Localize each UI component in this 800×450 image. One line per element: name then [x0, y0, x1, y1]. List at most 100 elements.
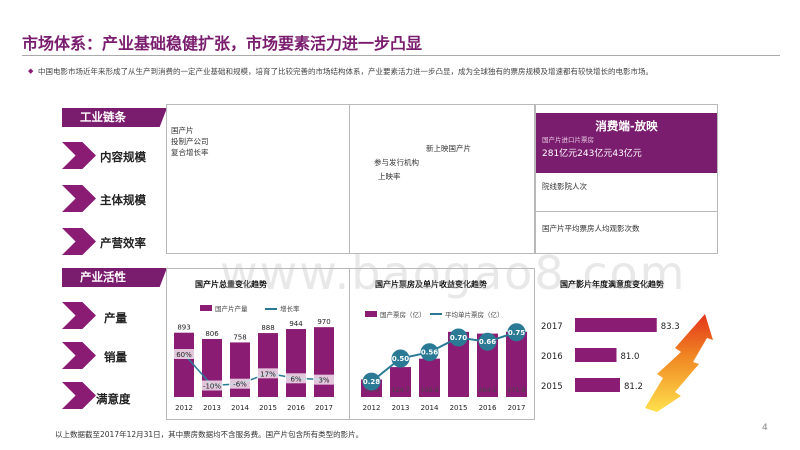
avg-label: 0.70 — [450, 334, 467, 342]
bar-2015 — [448, 331, 469, 397]
chart2-title: 国产片票房及单片收益变化趋势 — [375, 280, 487, 289]
growth-label-bg — [285, 373, 307, 384]
consumption-row3: 国产片平均票房人均观影次数 — [542, 224, 640, 233]
row-label-content-scale: 内容规模 — [100, 150, 146, 164]
x-tick-label: 2015 — [259, 404, 277, 412]
bar-2015 — [258, 333, 278, 397]
chart2-legend-bars: 国产票房（亿） — [380, 311, 426, 319]
avg-label: 0.66 — [479, 338, 496, 346]
avg-label: 0.56 — [421, 349, 438, 357]
growth-label: 6% — [290, 375, 301, 383]
bar-value-label: 81.0 — [621, 352, 640, 362]
production-panel: 国产片 投制产公司 复合增长率 — [166, 104, 350, 254]
diamond-bullet-icon: ◆ — [28, 67, 34, 75]
x-tick-label: 2012 — [363, 404, 381, 412]
consumption-row2: 院线影院人次 — [542, 182, 587, 191]
footnote: 以上数据截至2017年12月31日，其中票房数据均不含服务费。国产片包含所有类型… — [55, 430, 364, 439]
growth-label: 3% — [318, 377, 329, 385]
y-tick-label: 2017 — [541, 322, 563, 332]
chevron-right-icon — [62, 228, 96, 255]
chart3-title: 国产影片年度满意度变化趋势 — [560, 280, 664, 289]
consumption-header: 消费端-放映 — [595, 119, 658, 133]
x-tick-label: 2017 — [315, 404, 333, 412]
bar-value-label: 893 — [177, 324, 190, 332]
avg-label: 0.50 — [392, 355, 409, 363]
title-divider — [22, 55, 780, 56]
growth-label-bg — [257, 368, 279, 379]
consumption-panel: 消费端-放映 国产片进口片票房 281亿元243亿元43亿元 院线影院人次 国产… — [535, 104, 718, 254]
chevron-right-icon — [62, 185, 96, 212]
chevron-right-icon — [62, 142, 96, 169]
consumption-row1-label: 国产片进口片票房 — [542, 136, 594, 144]
bar-value-label: 83.3 — [661, 322, 680, 332]
x-tick-label: 2016 — [287, 404, 305, 412]
intro-paragraph: 中国电影市场近年来形成了从生产到消费的一定产业基础和规模，培育了比较完善的市场结… — [38, 67, 653, 76]
bar-2012 — [174, 332, 194, 397]
chart2-legend-line: 平均单片票房（亿） — [445, 311, 504, 319]
bar-2014 — [419, 358, 440, 397]
page-title: 市场体系：产业基础稳健扩张，市场要素活力进一步凸显 — [22, 34, 423, 53]
consumption-divider — [536, 211, 717, 212]
growth-arrow-icon — [645, 314, 713, 412]
bar-2017 — [575, 318, 657, 332]
panel-left-line3: 复合增长率 — [171, 148, 209, 157]
distribution-panel: 新上映国产片 参与发行机构 上映率 — [349, 104, 535, 254]
bar-value-label: 159.8 — [420, 386, 439, 394]
x-tick-label: 2015 — [450, 404, 468, 412]
row-label-entity-scale: 主体规模 — [100, 193, 146, 207]
bar-value-label: 81.2 — [624, 382, 643, 392]
x-tick-label: 2014 — [421, 404, 439, 412]
growth-label: 60% — [176, 351, 192, 359]
x-tick-label: 2012 — [175, 404, 193, 412]
avg-marker — [420, 343, 439, 362]
panel-mid-line3: 上映率 — [378, 172, 401, 181]
satisfaction-chart: 2017 83.3 2016 81.0 2015 81.2 — [541, 314, 713, 412]
x-tick-label: 2016 — [479, 404, 497, 412]
x-tick-label: 2013 — [203, 404, 221, 412]
y-tick-label: 2015 — [541, 382, 563, 392]
panel-left-line1: 国产片 — [171, 126, 194, 135]
avg-label: 0.28 — [363, 378, 380, 386]
bar-value-label: 264.1 — [478, 386, 497, 394]
boxoffice-chart: 73.02012124.72013159.820142015264.120162… — [361, 323, 527, 412]
chevron-right-icon — [62, 382, 96, 409]
bar-2016 — [477, 333, 498, 397]
chevron-right-icon — [62, 342, 96, 369]
avg-marker — [507, 323, 526, 342]
avg-label: 0.75 — [508, 329, 525, 337]
consumption-row1-values: 281亿元243亿元43亿元 — [542, 149, 642, 159]
growth-label: -6% — [233, 381, 247, 389]
growth-label-bg — [201, 380, 223, 391]
bar-value-label: 271.8 — [507, 386, 526, 394]
avg-marker — [449, 328, 468, 347]
x-tick-label: 2014 — [231, 404, 249, 412]
row-label-satisfaction: 满意度 — [96, 392, 131, 406]
watermark: www.baogao8.com — [220, 246, 687, 300]
section-header-industry-vitality: 产业活性 — [62, 268, 167, 287]
x-tick-label: 2013 — [392, 404, 410, 412]
growth-label-bg — [229, 378, 251, 389]
bar-2017 — [506, 331, 527, 397]
bar-2015 — [575, 378, 620, 392]
growth-label-bg — [173, 349, 195, 359]
chart1-legend-line: 增长率 — [280, 305, 300, 313]
row-label-sales: 销量 — [104, 350, 127, 364]
bar-2016 — [575, 348, 617, 362]
bar-value-label: 944 — [289, 320, 303, 328]
growth-label: -10% — [203, 383, 221, 391]
bar-2014 — [230, 342, 250, 397]
legend-swatch-bar — [365, 311, 377, 317]
growth-label-bg — [313, 374, 335, 385]
row-label-production-efficiency: 产营效率 — [100, 236, 146, 250]
panel-left-line2: 投制产公司 — [171, 137, 209, 146]
panel-mid-line2: 参与发行机构 — [374, 158, 419, 167]
bar-value-label: 888 — [261, 324, 274, 332]
bar-2013 — [390, 367, 411, 397]
row-label-output: 产量 — [104, 311, 127, 325]
bar-value-label: 758 — [233, 333, 246, 341]
avg-marker — [391, 349, 410, 368]
legend-swatch-bar — [200, 305, 212, 311]
bar-value-label: 970 — [317, 318, 330, 326]
x-tick-label: 2017 — [508, 404, 526, 412]
bar-2017 — [314, 327, 334, 397]
